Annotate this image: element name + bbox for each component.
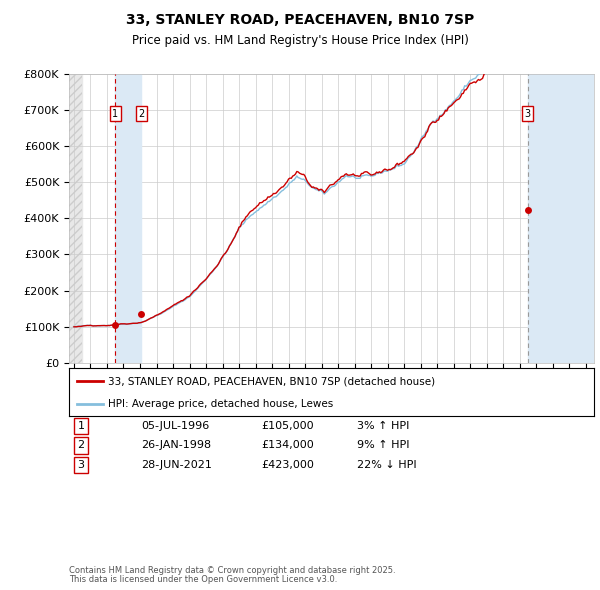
Text: 1: 1 <box>77 421 85 431</box>
Text: 26-JAN-1998: 26-JAN-1998 <box>141 441 211 450</box>
Text: 28-JUN-2021: 28-JUN-2021 <box>141 460 212 470</box>
Text: 3: 3 <box>525 109 531 119</box>
Text: HPI: Average price, detached house, Lewes: HPI: Average price, detached house, Lewe… <box>109 399 334 409</box>
Text: £105,000: £105,000 <box>261 421 314 431</box>
Text: 33, STANLEY ROAD, PEACEHAVEN, BN10 7SP (detached house): 33, STANLEY ROAD, PEACEHAVEN, BN10 7SP (… <box>109 376 436 386</box>
Bar <box>69 74 82 363</box>
Bar <box>528 74 594 363</box>
Text: £134,000: £134,000 <box>261 441 314 450</box>
Point <box>110 320 120 330</box>
Text: 3: 3 <box>77 460 85 470</box>
Text: 2: 2 <box>138 109 144 119</box>
Text: £423,000: £423,000 <box>261 460 314 470</box>
Text: 1: 1 <box>112 109 118 119</box>
Text: This data is licensed under the Open Government Licence v3.0.: This data is licensed under the Open Gov… <box>69 575 337 584</box>
Text: 3% ↑ HPI: 3% ↑ HPI <box>357 421 409 431</box>
Point <box>523 205 533 215</box>
Text: 9% ↑ HPI: 9% ↑ HPI <box>357 441 409 450</box>
Text: Contains HM Land Registry data © Crown copyright and database right 2025.: Contains HM Land Registry data © Crown c… <box>69 566 395 575</box>
Point <box>136 310 146 319</box>
Text: 22% ↓ HPI: 22% ↓ HPI <box>357 460 416 470</box>
Bar <box>69 74 82 363</box>
Text: 33, STANLEY ROAD, PEACEHAVEN, BN10 7SP: 33, STANLEY ROAD, PEACEHAVEN, BN10 7SP <box>126 13 474 27</box>
Text: 05-JUL-1996: 05-JUL-1996 <box>141 421 209 431</box>
Text: 2: 2 <box>77 441 85 450</box>
Text: Price paid vs. HM Land Registry's House Price Index (HPI): Price paid vs. HM Land Registry's House … <box>131 34 469 47</box>
Bar <box>115 74 141 363</box>
